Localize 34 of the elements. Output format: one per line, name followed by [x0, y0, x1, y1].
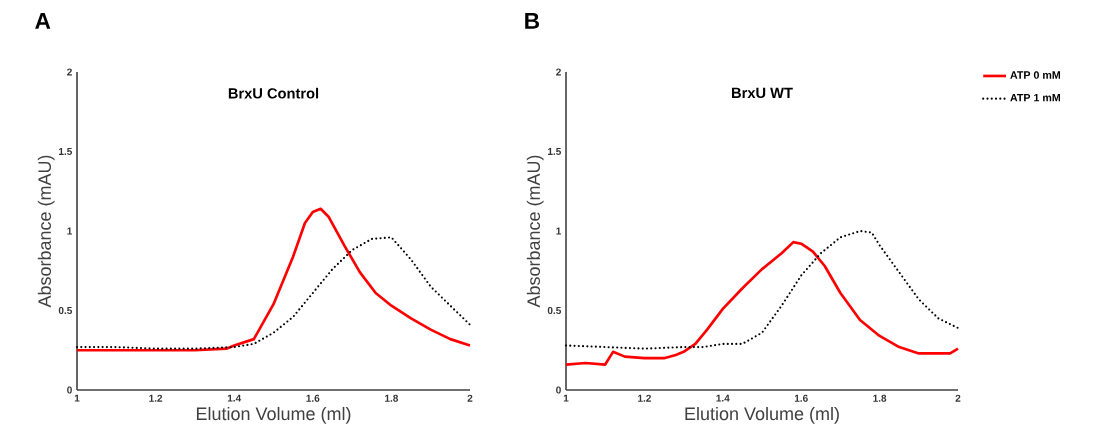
text: B — [525, 13, 540, 29]
text: BrxU Control — [228, 87, 319, 99]
x-tick-label: 1.8 — [385, 394, 399, 402]
x-tick-label: 1.2 — [638, 394, 651, 402]
y-tick-label: 0 — [556, 386, 561, 394]
legend-label: ATP 0 mM — [1010, 71, 1061, 79]
y-axis-title: Absorbance (mAU) — [37, 155, 55, 308]
x-tick-label: 1 — [563, 394, 569, 402]
y-tick-label: 1.5 — [548, 148, 562, 155]
y-tick-label: 1 — [556, 227, 562, 235]
y-tick-label: 0 — [67, 386, 72, 394]
line-series — [75, 236, 472, 350]
x-tick-label: 1.4 — [227, 394, 242, 402]
x-tick-label: 1 — [74, 394, 80, 402]
legend-label: ATP 1 mM — [1010, 94, 1061, 102]
x-axis-title: Elution Volume (ml) — [685, 406, 839, 424]
y-tick-label: 2 — [67, 68, 72, 76]
y-tick-label: 0.5 — [547, 306, 562, 315]
x-tick-label: 2 — [955, 394, 961, 402]
text: A — [35, 13, 51, 29]
x-tick-label: 1.6 — [794, 394, 808, 402]
y-tick-label: 1.5 — [59, 148, 73, 155]
x-tick-label: 1.2 — [149, 394, 163, 402]
x-tick-label: 2 — [467, 394, 473, 402]
x-tick-label: 1.8 — [873, 394, 887, 402]
line-series — [564, 229, 960, 350]
y-tick-label: 1 — [67, 227, 73, 235]
x-tick-label: 1.4 — [716, 394, 730, 402]
x-axis-title: Elution Volume (ml) — [196, 406, 351, 424]
y-axis-title: Absorbance (mAU) — [526, 155, 544, 308]
x-tick-label: 1.6 — [306, 394, 320, 402]
y-tick-label: 2 — [556, 68, 561, 76]
text: BrxU WT — [732, 87, 793, 99]
y-tick-label: 0.5 — [58, 306, 73, 315]
